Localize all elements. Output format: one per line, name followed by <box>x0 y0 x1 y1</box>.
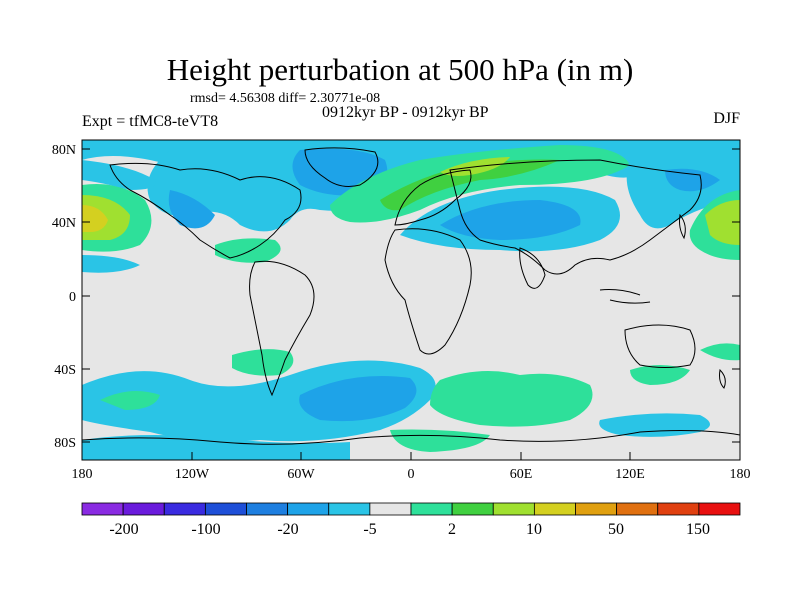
colorbar-label: 150 <box>686 521 710 538</box>
lon-label: 180 <box>72 467 93 482</box>
contour-antarctic <box>82 435 350 460</box>
coast-eurasia <box>449 159 702 275</box>
colorbar-label: -200 <box>109 521 138 538</box>
colorbar <box>81 502 741 516</box>
contour-europe-green2 <box>380 159 560 211</box>
colorbar-swatch <box>410 502 453 516</box>
lon-label: 180 <box>730 467 751 482</box>
stats-text: rmsd= 4.56308 diff= 2.30771e-08 <box>190 91 381 106</box>
lon-label: 60W <box>287 467 315 482</box>
lat-label: 40N <box>52 216 76 231</box>
contour-pacific-tropics <box>82 255 140 273</box>
period-label: 0912kyr BP - 0912kyr BP <box>322 104 489 121</box>
contour-southern-pacific <box>100 391 160 410</box>
coast-australia <box>624 324 696 368</box>
contour-southern-indian <box>430 371 593 427</box>
coast-africa <box>384 228 472 355</box>
colorbar-label: -20 <box>277 521 298 538</box>
lat-labels: 80N 40N 0 40S 80S <box>52 143 76 451</box>
coastlines <box>82 147 740 445</box>
field-contours <box>82 140 740 460</box>
lon-label: 0 <box>408 467 415 482</box>
colorbar-swatch <box>533 502 576 516</box>
colorbar-swatch <box>698 502 741 516</box>
colorbar-swatch <box>246 502 289 516</box>
contour-ne-asia-inner <box>665 168 720 192</box>
colorbar-swatch <box>81 502 124 516</box>
colorbar-swatch <box>616 502 659 516</box>
lat-label: 80N <box>52 143 76 158</box>
contour-pacific-west3 <box>82 205 108 232</box>
lon-label: 120W <box>175 467 210 482</box>
contour-southern-ocean-inner <box>299 376 417 422</box>
colorbar-swatch <box>163 502 206 516</box>
colorbar-swatch <box>287 502 330 516</box>
colorbar-swatch <box>369 502 412 516</box>
contour-pacific-east2 <box>705 200 740 245</box>
lon-label: 60E <box>510 467 533 482</box>
lat-label: 40S <box>54 363 76 378</box>
experiment-label: Expt = tfMC8-teVT8 <box>82 113 219 130</box>
lon-label: 120E <box>615 467 645 482</box>
colorbar-label: 2 <box>448 521 456 538</box>
colorbar-swatch <box>492 502 535 516</box>
colorbar-label: -5 <box>363 521 376 538</box>
contour-na-inner <box>168 190 215 229</box>
contour-caribbean <box>215 238 281 263</box>
colorbar-label: 50 <box>608 521 624 538</box>
colorbar-swatch <box>451 502 494 516</box>
colorbar-swatch <box>204 502 247 516</box>
lon-ticks <box>81 452 741 460</box>
coast-indonesia <box>599 289 651 304</box>
coast-india <box>519 247 546 289</box>
colorbar-label: -100 <box>191 521 220 538</box>
coast-south-america <box>249 260 315 397</box>
chart-title: Height perturbation at 500 hPa (in m) <box>166 52 634 87</box>
season-label: DJF <box>713 110 740 127</box>
lat-label: 0 <box>69 290 76 305</box>
colorbar-labels: -200 -100 -20 -5 2 10 50 150 <box>109 521 710 538</box>
colorbar-swatch <box>328 502 371 516</box>
contour-w-pacific-tropics <box>700 343 740 361</box>
contour-ne-asia <box>626 153 740 229</box>
lon-labels: 180 120W 60W 0 60E 120E 180 <box>72 467 751 482</box>
coast-europe <box>394 169 472 226</box>
lat-ticks <box>82 148 740 443</box>
coast-greenland <box>304 147 379 187</box>
coast-new-zealand <box>719 368 726 389</box>
contour-north-pacific <box>82 160 156 190</box>
lat-label: 80S <box>54 436 76 451</box>
colorbar-swatch <box>575 502 618 516</box>
colorbar-label: 10 <box>526 521 542 538</box>
contour-asia-inner <box>440 200 581 240</box>
coast-antarctica <box>82 430 740 445</box>
coast-north-america <box>109 162 302 259</box>
colorbar-swatch <box>657 502 700 516</box>
colorbar-swatch <box>122 502 165 516</box>
coast-japan <box>679 213 686 240</box>
contour-indian-ocean <box>630 365 690 385</box>
